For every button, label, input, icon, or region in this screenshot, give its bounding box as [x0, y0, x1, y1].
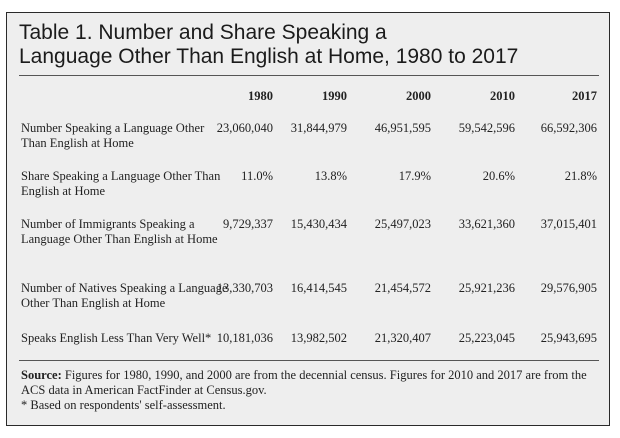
source-text: Figures for 1980, 1990, and 2000 are fro…: [21, 368, 587, 397]
row-label: Share Speaking a Language Other Than Eng…: [21, 169, 221, 198]
column-header-2000: 2000: [406, 89, 431, 103]
table-cell: 25,223,045: [458, 331, 515, 345]
table-frame: Table 1. Number and Share Speaking a Lan…: [6, 12, 610, 426]
table-cell: 23,060,040: [216, 121, 273, 135]
table-cell: 13,982,502: [290, 331, 347, 345]
table-cell: 17.9%: [398, 169, 431, 183]
table-cell: 20.6%: [482, 169, 515, 183]
row-label: Number Speaking a Language Other Than En…: [21, 121, 205, 150]
table-cell: 21,454,572: [374, 281, 431, 295]
title-line-2: Language Other Than English at Home, 198…: [19, 45, 519, 68]
table-cell: 31,844,979: [290, 121, 347, 135]
table-cell: 15,430,434: [290, 217, 347, 231]
title-line-1: Table 1. Number and Share Speaking a: [19, 21, 387, 44]
source-divider: [19, 360, 599, 361]
table-cell: 25,943,695: [540, 331, 597, 345]
table-cell: 13,330,703: [216, 281, 273, 295]
column-header-2017: 2017: [572, 89, 597, 103]
table-cell: 59,542,596: [458, 121, 515, 135]
table-cell: 46,951,595: [374, 121, 431, 135]
column-header-1990: 1990: [322, 89, 347, 103]
table-cell: 29,576,905: [540, 281, 597, 295]
title-divider: [19, 75, 599, 76]
table-cell: 10,181,036: [216, 331, 273, 345]
table-cell: 25,497,023: [374, 217, 431, 231]
table-title: Table 1. Number and Share Speaking a Lan…: [19, 21, 599, 69]
row-label: Number of Immigrants Speaking a Language…: [21, 217, 218, 246]
table-cell: 25,921,236: [458, 281, 515, 295]
source-note: Source: Figures for 1980, 1990, and 2000…: [21, 368, 601, 413]
column-header-1980: 1980: [248, 89, 273, 103]
footnote: * Based on respondents' self-assessment.: [21, 398, 226, 412]
source-label: Source:: [21, 368, 62, 382]
table-cell: 16,414,545: [290, 281, 347, 295]
table-cell: 13.8%: [314, 169, 347, 183]
table-cell: 11.0%: [241, 169, 273, 183]
table-cell: 21.8%: [564, 169, 597, 183]
table-cell: 21,320,407: [374, 331, 431, 345]
column-header-2010: 2010: [490, 89, 515, 103]
table-cell: 9,729,337: [223, 217, 273, 231]
table-cell: 66,592,306: [540, 121, 597, 135]
row-label: Number of Natives Speaking a Language Ot…: [21, 281, 228, 310]
table-cell: 37,015,401: [540, 217, 597, 231]
row-label: Speaks English Less Than Very Well*: [21, 331, 212, 345]
table-cell: 33,621,360: [458, 217, 515, 231]
